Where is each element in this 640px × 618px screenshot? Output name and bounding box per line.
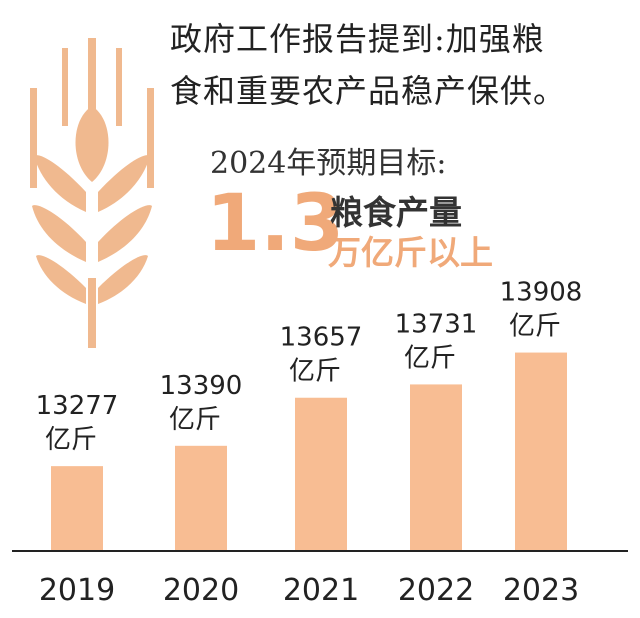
unit-label-2020: 亿斤 — [169, 405, 221, 435]
value-label-2020: 13390 — [160, 371, 243, 401]
unit-label-2019: 亿斤 — [45, 425, 97, 455]
bar-2022 — [410, 384, 462, 551]
target-heading: 2024年预期目标: — [210, 146, 447, 181]
category-label-2023: 2023 — [503, 573, 579, 608]
bar-2020 — [175, 445, 227, 551]
target-label-grain-output: 粮食产量 — [330, 193, 462, 232]
title-line-2: 食和重要农产品稳产保供。 — [170, 72, 567, 110]
bar-2023 — [515, 352, 567, 551]
unit-label-2022: 亿斤 — [404, 343, 456, 373]
category-label-2021: 2021 — [283, 573, 359, 608]
value-label-2022: 13731 — [395, 309, 478, 339]
category-label-2022: 2022 — [398, 573, 474, 608]
bar-2019 — [51, 466, 103, 551]
category-label-2019: 2019 — [39, 573, 115, 608]
value-label-2023: 13908 — [500, 278, 583, 308]
bar-2021 — [295, 397, 347, 551]
unit-label-2021: 亿斤 — [289, 357, 341, 387]
wheat-icon — [30, 38, 154, 348]
target-value: 1.3 — [206, 179, 345, 269]
category-label-2020: 2020 — [163, 573, 239, 608]
title-line-1: 政府工作报告提到:加强粮 — [170, 20, 545, 58]
value-label-2021: 13657 — [280, 323, 363, 353]
target-label-unit: 万亿斤以上 — [328, 233, 493, 272]
unit-label-2023: 亿斤 — [509, 312, 561, 342]
value-label-2019: 13277 — [36, 391, 119, 421]
